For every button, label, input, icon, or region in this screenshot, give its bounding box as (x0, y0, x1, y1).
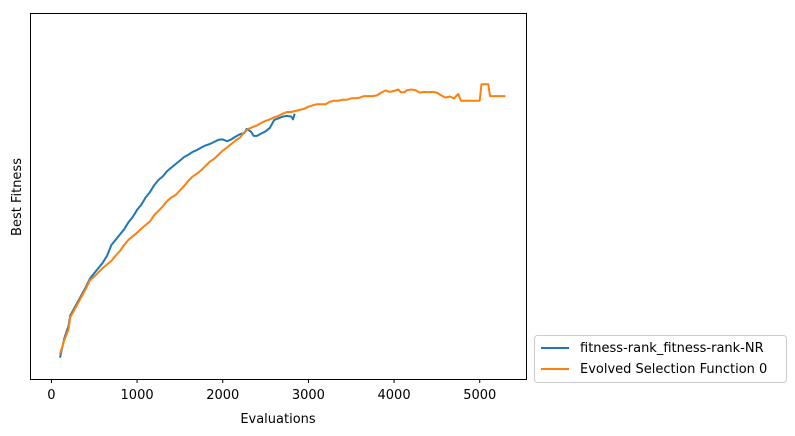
x-tick-label: 5000 (463, 388, 496, 403)
legend-label-fitness-rank: fitness-rank_fitness-rank-NR (580, 341, 764, 356)
series-line-0 (59, 113, 296, 358)
series-layer (59, 83, 506, 358)
x-tick-label: 1000 (121, 388, 154, 403)
y-axis-label: Best Fitness (10, 158, 25, 236)
legend: fitness-rank_fitness-rank-NR Evolved Sel… (534, 335, 787, 383)
x-tick-label: 3000 (292, 388, 325, 403)
x-tick-label: 2000 (206, 388, 239, 403)
plot-frame (30, 13, 527, 380)
x-axis: 0 1000 2000 3000 4000 5000 (47, 379, 496, 403)
x-axis-label: Evaluations (240, 412, 316, 427)
x-tick-label: 4000 (378, 388, 411, 403)
series-line-1 (59, 83, 506, 355)
x-tick-label: 0 (47, 388, 55, 403)
legend-box (534, 335, 787, 383)
legend-label-evolved: Evolved Selection Function 0 (580, 362, 767, 377)
